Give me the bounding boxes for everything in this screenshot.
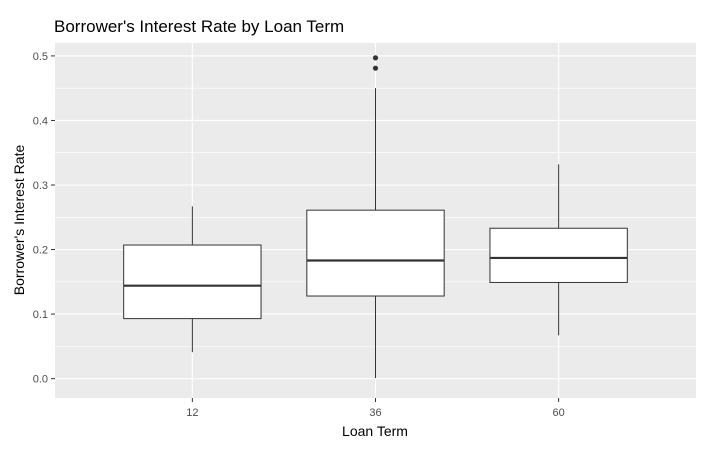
x-axis-title: Loan Term [342,423,408,439]
y-tick-label: 0.5 [33,51,48,63]
box-60 [489,164,628,336]
y-tick-label: 0.4 [33,115,48,127]
box-36 [306,55,445,378]
y-tick-label: 0.1 [33,309,48,321]
iqr-box [306,209,445,297]
tick-layer: 0.0 0.1 0.2 0.3 0.4 0.5 12 36 60 [33,51,565,419]
y-tick-label: 0.3 [33,180,48,192]
chart-title: Borrower's Interest Rate by Loan Term [54,17,344,36]
x-tick-label: 60 [553,407,565,419]
outlier-point [372,55,379,61]
x-tick-label: 12 [186,407,198,419]
x-tick-label: 36 [369,407,381,419]
y-tick-label: 0.0 [33,374,48,386]
box-layer [123,55,628,378]
iqr-box [489,227,628,283]
y-tick-label: 0.2 [33,245,48,257]
y-axis-title: Borrower's Interest Rate [11,145,27,296]
outlier-point [372,65,379,71]
iqr-box [123,244,262,320]
box-12 [123,206,262,353]
